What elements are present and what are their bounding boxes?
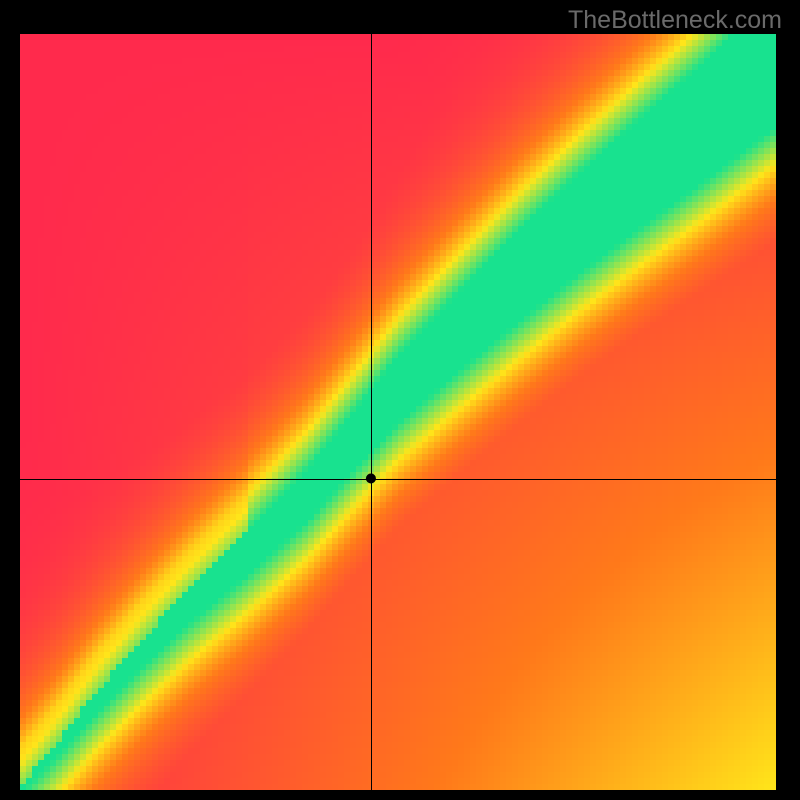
watermark-text: TheBottleneck.com bbox=[568, 6, 782, 35]
bottleneck-heatmap bbox=[0, 0, 800, 800]
